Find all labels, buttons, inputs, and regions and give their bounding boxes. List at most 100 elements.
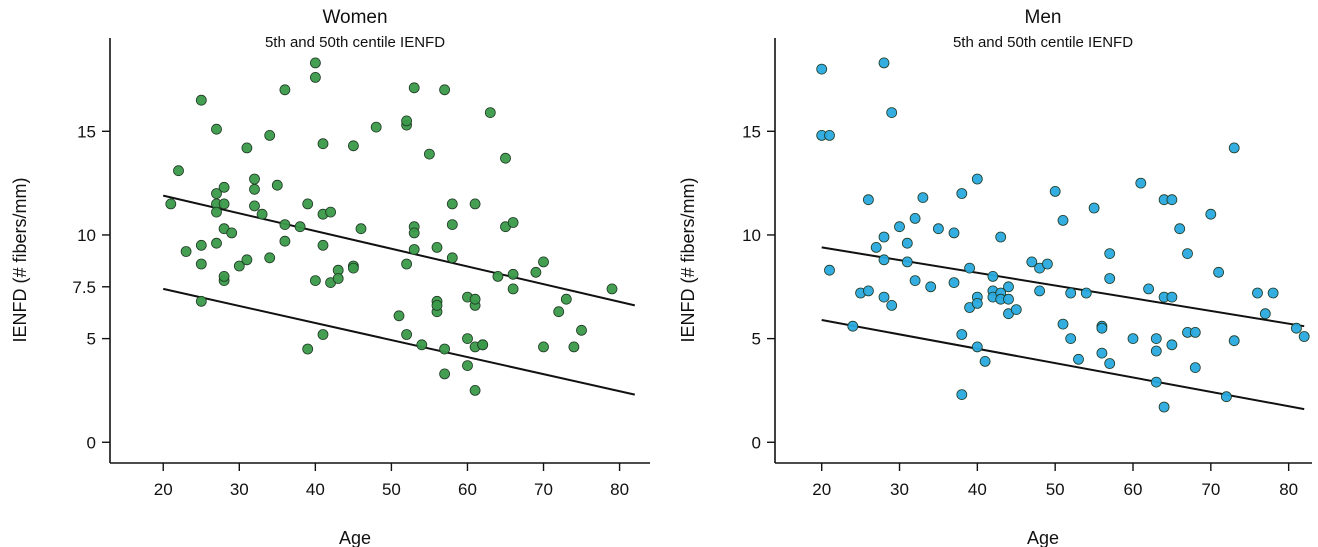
data-point (1228, 142, 1240, 154)
data-point (507, 268, 519, 280)
data-point (948, 227, 960, 239)
data-point (195, 94, 207, 106)
data-point (211, 237, 222, 249)
data-point (492, 270, 504, 282)
data-point (925, 281, 937, 293)
y-tick-label: 15 (77, 122, 96, 141)
data-point (870, 241, 882, 253)
data-point (909, 212, 921, 224)
x-tick-label: 80 (1279, 480, 1298, 499)
data-point (469, 293, 481, 305)
data-point (1034, 285, 1045, 297)
data-point (1073, 353, 1084, 365)
data-point (423, 148, 435, 160)
data-point (249, 200, 260, 212)
data-point (1259, 308, 1271, 320)
data-point (477, 339, 489, 351)
data-point (294, 221, 306, 233)
data-point (332, 273, 344, 284)
y-tick-label: 0 (87, 433, 96, 452)
data-point (309, 72, 321, 83)
data-point (264, 252, 276, 264)
data-point (553, 306, 565, 318)
data-point (1080, 287, 1092, 299)
chart-title: Men (1025, 7, 1062, 28)
data-point (249, 183, 260, 195)
x-tick-label: 40 (968, 480, 987, 499)
data-point (1065, 333, 1077, 345)
data-point (317, 239, 329, 251)
x-tick-label: 60 (1124, 480, 1143, 499)
data-point (317, 138, 329, 150)
data-point (431, 241, 443, 253)
data-point (256, 208, 268, 220)
data-point (1135, 177, 1147, 189)
data-point (462, 360, 473, 372)
data-point (462, 333, 473, 345)
chart-subtitle: 5th and 50th centile IENFD (265, 34, 445, 51)
data-point (1150, 333, 1162, 345)
x-tick-label: 20 (812, 480, 831, 499)
y-tick-label: 5 (87, 330, 96, 349)
data-point (971, 297, 983, 309)
data-point (1174, 223, 1186, 235)
data-point (909, 275, 921, 287)
data-point (408, 227, 420, 239)
data-point (979, 355, 991, 367)
data-point (530, 266, 542, 278)
data-point (1042, 258, 1053, 270)
data-point (416, 339, 428, 351)
data-point (1298, 331, 1310, 342)
chart-subtitle: 5th and 50th centile IENFD (953, 34, 1133, 51)
data-point (439, 84, 451, 96)
data-point (309, 57, 321, 69)
data-point (878, 291, 890, 303)
data-point (956, 329, 968, 340)
data-point (824, 129, 835, 141)
data-point (218, 181, 230, 193)
data-point (1003, 281, 1014, 293)
data-point (195, 239, 207, 251)
data-point (1104, 248, 1116, 260)
data-point (249, 173, 260, 185)
men-panel: Men 5th and 50th centile IENFD Age IENFD… (678, 7, 1312, 547)
data-point (1158, 401, 1170, 413)
x-tick-label: 30 (890, 480, 909, 499)
data-point (446, 252, 458, 264)
data-point (401, 258, 413, 270)
x-axis-label: Age (1027, 528, 1059, 547)
chart-title: Women (322, 7, 387, 28)
data-point (195, 258, 207, 270)
data-point (1003, 293, 1014, 305)
data-point (211, 123, 222, 135)
data-point (469, 198, 481, 210)
data-point (1104, 358, 1116, 369)
data-point (560, 293, 572, 305)
data-point (987, 270, 999, 282)
data-point (933, 223, 944, 235)
data-point (173, 165, 184, 177)
data-point (1213, 266, 1224, 278)
data-point (393, 310, 405, 322)
data-point (279, 235, 291, 247)
x-tick-label: 20 (154, 480, 173, 499)
x-tick-label: 70 (1201, 480, 1220, 499)
data-point (218, 198, 230, 210)
data-point (863, 285, 874, 297)
data-point (1182, 248, 1193, 260)
data-point (325, 206, 337, 218)
data-point (439, 368, 451, 380)
data-point (576, 324, 587, 336)
data-point (469, 384, 481, 396)
data-point (1065, 287, 1077, 299)
data-point (241, 254, 253, 266)
data-point (347, 140, 359, 152)
data-point (1267, 287, 1279, 299)
data-point (1221, 391, 1232, 403)
data-point (1143, 283, 1154, 295)
centile-line (162, 194, 636, 307)
y-tick-label: 0 (752, 433, 761, 452)
data-point (408, 82, 420, 94)
data-point (1057, 214, 1069, 226)
data-point (1228, 335, 1240, 347)
